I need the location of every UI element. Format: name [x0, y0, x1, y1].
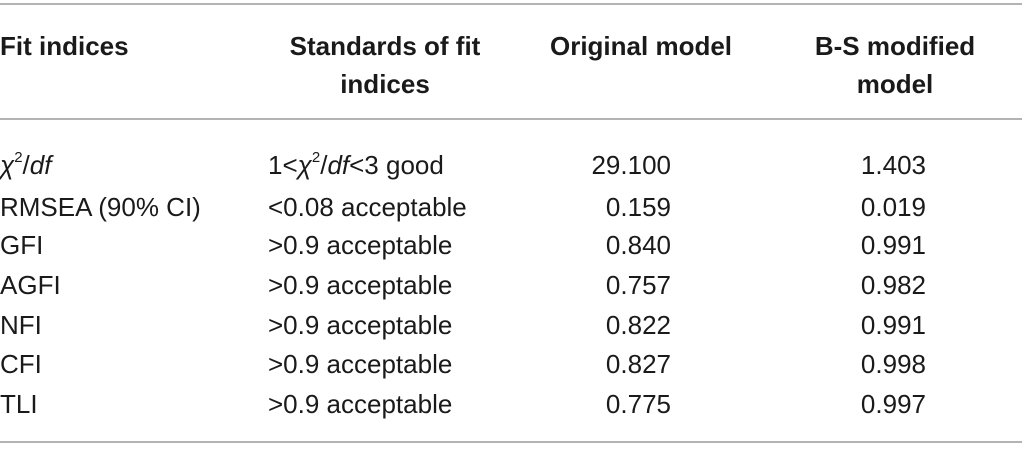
row-standard: >0.9 acceptable [268, 389, 453, 419]
table-row: RMSEA (90% CI) <0.08 acceptable 0.159 0.… [0, 188, 1022, 226]
row-bs: 0.019 [860, 192, 926, 222]
row-index: RMSEA (90% CI) [0, 192, 201, 222]
row-bs: 0.991 [860, 310, 926, 340]
row-original-chi: 29.100 [591, 150, 671, 180]
chi-df: df [29, 150, 52, 180]
header-standards-line1: Standards of fit [289, 31, 481, 61]
header-original-model: Original model [549, 31, 733, 61]
table-row: AGFI >0.9 acceptable 0.757 0.982 [0, 266, 1022, 304]
row-original: 0.827 [605, 349, 671, 379]
row-standard-chi: 1<χ2/df<3 good [268, 146, 444, 184]
header-standards-line2: indices [340, 69, 430, 99]
chi-symbol: χ [0, 150, 15, 180]
row-bs: 0.982 [860, 270, 926, 300]
header-rule [0, 118, 1022, 120]
header-standards: Standards of fit indices [260, 27, 510, 103]
row-index: AGFI [0, 270, 61, 300]
table-bottom-rule [0, 441, 1022, 443]
header-bs-line1: B-S modified [814, 31, 976, 61]
chi-std-exponent: 2 [311, 149, 321, 167]
row-standard: >0.9 acceptable [268, 310, 453, 340]
table-row: CFI >0.9 acceptable 0.827 0.998 [0, 345, 1022, 383]
chi-std-symbol: χ [297, 150, 312, 180]
row-bs-chi: 1.403 [860, 150, 926, 180]
chi-std-pre: 1< [268, 150, 298, 180]
row-standard: >0.9 acceptable [268, 230, 453, 260]
chi-slash: / [22, 150, 30, 180]
row-bs: 0.997 [860, 389, 926, 419]
row-index: TLI [0, 389, 38, 419]
header-fit-indices: Fit indices [0, 31, 129, 61]
table-row: TLI >0.9 acceptable 0.775 0.997 [0, 385, 1022, 423]
row-original: 0.822 [605, 310, 671, 340]
chi-std-slash: / [320, 150, 328, 180]
row-original: 0.840 [605, 230, 671, 260]
table-row: NFI >0.9 acceptable 0.822 0.991 [0, 306, 1022, 344]
row-standard: <0.08 acceptable [268, 192, 467, 222]
chi-exponent: 2 [14, 149, 23, 167]
table-row: GFI >0.9 acceptable 0.840 0.991 [0, 226, 1022, 264]
chi-std-df: df [327, 150, 350, 180]
row-index-chi: χ2/df [0, 146, 51, 184]
row-index: CFI [0, 349, 42, 379]
row-bs: 0.998 [860, 349, 926, 379]
row-original: 0.757 [605, 270, 671, 300]
header-bs-modified: B-S modified model [770, 27, 1020, 103]
chi-std-post: <3 good [349, 150, 444, 180]
row-original: 0.159 [605, 192, 671, 222]
row-bs: 0.991 [860, 230, 926, 260]
row-original: 0.775 [605, 389, 671, 419]
row-standard: >0.9 acceptable [268, 270, 453, 300]
table-top-rule [0, 3, 1022, 5]
header-bs-line2: model [856, 69, 934, 99]
table-row: χ2/df 1<χ2/df<3 good 29.100 1.403 [0, 146, 1022, 184]
row-index: NFI [0, 310, 42, 340]
row-standard: >0.9 acceptable [268, 349, 453, 379]
row-index: GFI [0, 230, 44, 260]
